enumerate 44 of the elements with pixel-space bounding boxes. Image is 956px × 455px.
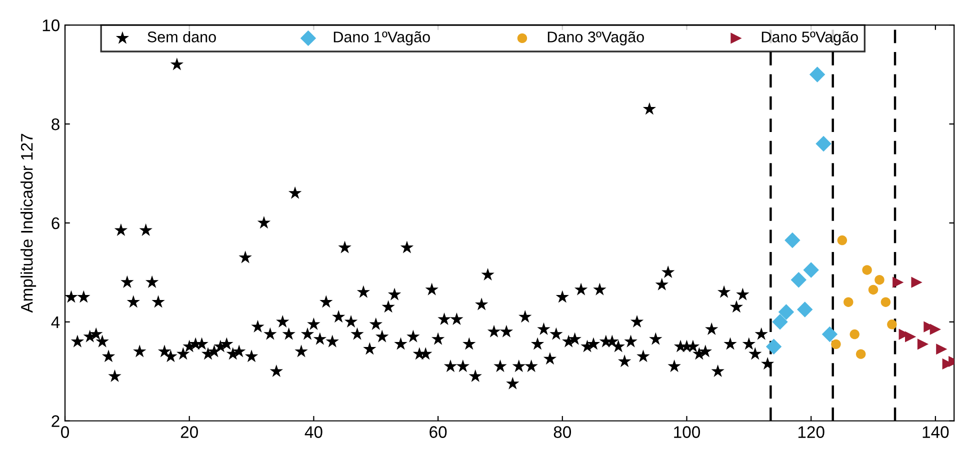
point xyxy=(905,331,916,342)
point xyxy=(803,262,819,278)
x-tick-label: 40 xyxy=(304,426,322,438)
x-tick-label: 60 xyxy=(430,426,447,438)
point xyxy=(917,338,929,350)
x-tick-label: 20 xyxy=(180,426,198,438)
point xyxy=(816,136,832,152)
legend-label: Dano 1ºVagão xyxy=(334,31,430,46)
point xyxy=(844,297,854,307)
x-tick-label: 140 xyxy=(922,426,949,438)
x-tick-label: 0 xyxy=(61,426,69,438)
point xyxy=(778,304,794,320)
point xyxy=(790,272,807,288)
x-tick-label: 80 xyxy=(554,426,572,438)
legend-label: Dano 5ºVagão xyxy=(762,31,858,46)
point xyxy=(868,284,878,295)
x-tick-label: 120 xyxy=(798,426,824,438)
point xyxy=(766,338,782,355)
point xyxy=(856,349,866,359)
point xyxy=(831,339,841,350)
y-tick-label: 10 xyxy=(42,19,60,32)
point xyxy=(880,297,891,307)
point xyxy=(892,276,904,288)
x-tick-label: 100 xyxy=(674,426,700,438)
point xyxy=(809,66,826,82)
point xyxy=(772,314,788,330)
legend-label: Sem dano xyxy=(148,31,216,42)
point xyxy=(850,329,860,340)
y-tick-label: 4 xyxy=(51,316,60,328)
point xyxy=(874,274,884,285)
point xyxy=(887,320,897,330)
point xyxy=(822,326,838,342)
y-axis-title: Amplitude Indicador 127 xyxy=(20,134,36,313)
point xyxy=(837,235,848,246)
y-tick-label: 8 xyxy=(52,118,60,130)
point xyxy=(797,302,813,318)
legend-label: Dano 3ºVagão xyxy=(548,31,644,46)
y-tick-label: 6 xyxy=(52,217,60,230)
point xyxy=(930,324,941,335)
point xyxy=(784,232,800,248)
point xyxy=(936,344,948,355)
y-tick-label: 2 xyxy=(52,415,60,427)
point xyxy=(862,265,872,275)
point xyxy=(911,276,922,288)
